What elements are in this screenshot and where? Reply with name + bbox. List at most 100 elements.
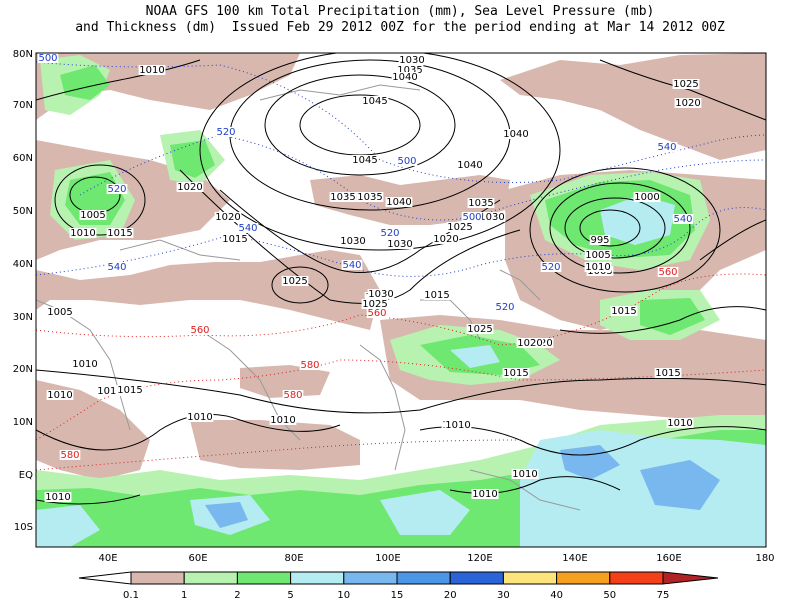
thickness-label-bg xyxy=(461,212,483,222)
thickness-label: 520 xyxy=(216,127,235,138)
precip-area xyxy=(560,445,620,480)
pressure-label: 1010 xyxy=(70,228,95,239)
pressure-label-bg xyxy=(672,79,700,89)
legend-swatch xyxy=(502,571,558,585)
pressure-contour xyxy=(271,266,329,304)
pressure-contour xyxy=(529,167,721,293)
thickness-label: 500 xyxy=(38,53,57,64)
pressure-label: 1020 xyxy=(433,234,458,245)
pressure-label: 1040 xyxy=(457,160,482,171)
map-title-line-1: NOAA GFS 100 km Total Precipitation (mm)… xyxy=(145,4,655,19)
pressure-label: 1010 xyxy=(139,65,164,76)
pressure-contour xyxy=(549,182,691,274)
lat-tick-label: 10S xyxy=(14,522,33,533)
precip-area xyxy=(170,140,215,178)
legend-swatch xyxy=(343,571,398,585)
pressure-label: 1020 xyxy=(215,212,240,223)
thickness-label: 500 xyxy=(462,212,481,223)
pressure-label-bg xyxy=(186,412,214,422)
precip-area xyxy=(450,345,500,368)
pressure-label-bg xyxy=(654,368,682,378)
pressure-label-bg xyxy=(610,306,638,316)
pressure-label: 1010 xyxy=(187,412,212,423)
pressure-label: 995 xyxy=(590,235,609,246)
pressure-label: 1010 xyxy=(667,418,692,429)
pressure-label: 1030 xyxy=(479,212,504,223)
pressure-label: 1010 xyxy=(97,386,122,397)
pressure-label-bg xyxy=(385,197,413,207)
precip-area xyxy=(520,430,766,547)
thickness-label-bg xyxy=(396,156,418,166)
pressure-label: 1040 xyxy=(392,72,417,83)
pressure-label: 1005 xyxy=(80,210,105,221)
pressure-label-bg xyxy=(71,359,99,369)
thickness-label-bg xyxy=(366,308,388,318)
thickness-label: 540 xyxy=(673,214,692,225)
thickness-label: 580 xyxy=(283,390,302,401)
pressure-label: 1015 xyxy=(424,290,449,301)
coastline xyxy=(469,469,581,511)
precip-area xyxy=(380,490,470,535)
thickness-label: 560 xyxy=(367,308,386,319)
pressure-label-bg xyxy=(666,418,694,428)
pressure-label: 1010 xyxy=(45,492,70,503)
precip-area xyxy=(36,505,100,547)
pressure-contour xyxy=(199,53,561,251)
lon-tick-label: 60E xyxy=(188,553,207,564)
map-title-line-2: and Thickness (dm) Issued Feb 29 2012 00… xyxy=(75,20,725,35)
pressure-contour xyxy=(54,164,146,236)
pressure-contour xyxy=(419,426,766,456)
lon-tick-label: 40E xyxy=(98,553,117,564)
thickness-label: 540 xyxy=(238,223,257,234)
pressure-label-bg xyxy=(446,222,474,232)
pressure-label: 1040 xyxy=(386,197,411,208)
pressure-label-bg xyxy=(432,234,460,244)
lat-tick-label: 70N xyxy=(13,100,33,111)
pressure-label-bg xyxy=(361,96,389,106)
pressure-label-bg xyxy=(589,235,611,245)
pressure-label: 1025 xyxy=(362,299,387,310)
pressure-label: 1030 xyxy=(387,239,412,250)
coastline xyxy=(499,269,541,301)
thickness-label: 540 xyxy=(657,142,676,153)
pressure-label: 1010 xyxy=(585,262,610,273)
precip-area xyxy=(640,298,705,335)
pressure-label: 1035 xyxy=(397,65,422,76)
pressure-label-bg xyxy=(214,212,242,222)
pressure-label: 1045 xyxy=(362,96,387,107)
thickness-label-bg xyxy=(282,390,304,400)
thickness-label-bg xyxy=(656,142,678,152)
pressure-label: 1015 xyxy=(222,234,247,245)
lat-tick-label: 20N xyxy=(13,364,33,375)
pressure-label: 1010 xyxy=(270,415,295,426)
pressure-label: 1010 xyxy=(472,489,497,500)
thickness-label-bg xyxy=(672,214,694,224)
pressure-label: 1015 xyxy=(611,306,636,317)
legend-swatch xyxy=(449,571,504,585)
pressure-label-bg xyxy=(79,210,107,220)
pressure-label-bg xyxy=(502,129,530,139)
thickness-label: 520 xyxy=(107,184,126,195)
pressure-label-bg xyxy=(386,239,414,249)
pressure-contour xyxy=(579,209,641,247)
pressure-label: 1025 xyxy=(282,276,307,287)
pressure-label: 1035 xyxy=(357,192,382,203)
pressure-label: 1030 xyxy=(340,236,365,247)
legend-value-label: 10 xyxy=(337,590,350,600)
legend-swatch xyxy=(290,571,345,585)
thickness-label-bg xyxy=(379,228,401,238)
longitude-axis: 40E 60E 80E 100E 120E 140E 160E 180 xyxy=(98,553,774,564)
precip-area xyxy=(205,502,248,528)
pressure-label-bg xyxy=(221,234,249,244)
thickness-label-bg xyxy=(106,262,128,272)
thickness-label: 560 xyxy=(190,325,209,336)
thickness-label: 560 xyxy=(658,267,677,278)
pressure-label-bg xyxy=(329,192,357,202)
thickness-label: 520 xyxy=(380,228,399,239)
pressure-contour xyxy=(599,59,766,121)
pressure-label: 1005 xyxy=(47,307,72,318)
lat-tick-label: 80N xyxy=(13,49,33,60)
legend-swatch xyxy=(556,571,611,585)
